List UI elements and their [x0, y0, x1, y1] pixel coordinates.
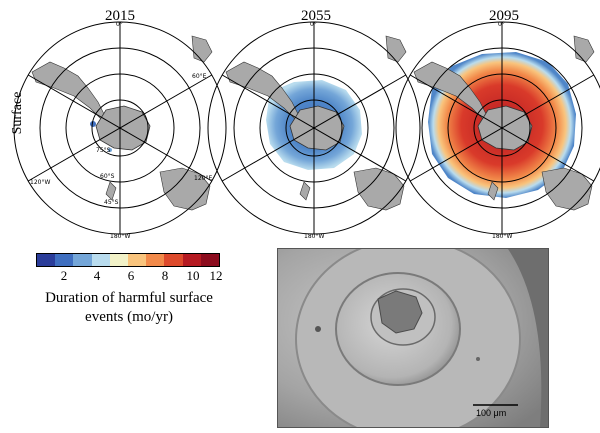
polar-map-2055 [207, 21, 421, 235]
new-zealand-land [105, 181, 117, 201]
polar-maps: 0° 180°W 0° 180°W 0° 180°W 120°W 120°E 6… [13, 21, 600, 240]
antarctica-land [289, 105, 345, 151]
colorbar-tick: 12 [209, 268, 223, 283]
colorbar-segment [73, 254, 92, 266]
colorbar-segment [55, 254, 74, 266]
colorbar-segment [146, 254, 165, 266]
map-label-right-upper: 60°E [192, 73, 207, 80]
new-zealand-land [299, 181, 311, 201]
panel-title-2055: 2055 [301, 8, 331, 24]
map-label-lat: 75°S [96, 147, 111, 154]
colorbar-label-line1: Duration of harmful surface [45, 290, 213, 306]
antarctica-land [477, 105, 533, 151]
polar-map-2095 [395, 21, 600, 235]
new-zealand-land [487, 181, 499, 201]
colorbar-segment [182, 254, 201, 266]
panel-title-2015: 2015 [105, 8, 135, 24]
colorbar-ticks: 2 4 6 8 10 12 [36, 268, 223, 284]
colorbar [36, 253, 220, 267]
data-speck [90, 121, 96, 127]
colorbar-tick: 8 [161, 268, 169, 283]
colorbar-label: Duration of harmful surface events (mo/y… [22, 289, 236, 327]
panel-title-2095: 2095 [489, 8, 519, 24]
colorbar-segment [200, 254, 220, 266]
colorbar-segment [128, 254, 147, 266]
colorbar-tick: 2 [60, 268, 68, 283]
map-label-right-lower: 120°E [194, 175, 212, 182]
colorbar-tick: 6 [127, 268, 135, 283]
polar-map-2015 [13, 21, 227, 235]
colorbar-segment [37, 254, 56, 266]
map-label-top: 0° [498, 21, 505, 28]
africa-land [191, 35, 213, 63]
colorbar-label-line2: events (mo/yr) [85, 309, 173, 325]
sem-micrograph: 100 μm [277, 248, 549, 428]
africa-land [573, 35, 595, 63]
map-label-top: 0° [310, 21, 317, 28]
colorbar-segment [164, 254, 183, 266]
map-label-lat: 45°S [104, 199, 119, 206]
africa-land [385, 35, 407, 63]
data-speck [108, 148, 112, 152]
south-america-land [31, 61, 111, 127]
map-label-bottom: 180°W [492, 233, 512, 240]
antarctica-land [95, 105, 151, 151]
shell-image [278, 249, 548, 427]
map-label-bottom: 180°W [110, 233, 130, 240]
map-label-bottom: 180°W [304, 233, 324, 240]
map-label-left-lower: 120°W [30, 179, 50, 186]
colorbar-segment [109, 254, 129, 266]
colorbar-tick: 4 [93, 268, 101, 283]
map-label-top: 0° [116, 21, 123, 28]
map-label-lat: 60°S [100, 173, 115, 180]
colorbar-tick: 10 [186, 268, 200, 283]
colorbar-segment [91, 254, 110, 266]
scale-bar-label: 100 μm [476, 408, 507, 418]
